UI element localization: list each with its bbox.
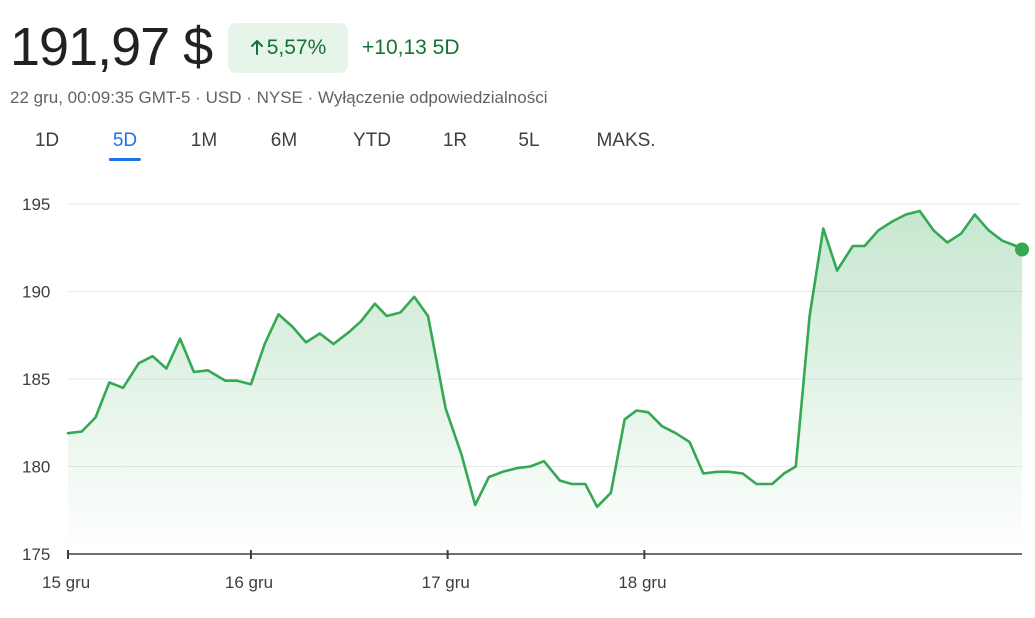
arrow-up-icon bbox=[250, 23, 264, 73]
x-tick-label: 17 gru bbox=[422, 573, 470, 592]
x-tick-label: 15 gru bbox=[42, 573, 90, 592]
percent-change-value: 5,57% bbox=[266, 36, 327, 59]
tab-6m[interactable]: 6M bbox=[270, 130, 298, 151]
y-tick-label: 175 bbox=[22, 545, 50, 564]
stock-price: 191,97 $ bbox=[10, 17, 213, 77]
current-price-dot bbox=[1015, 242, 1029, 257]
x-tick-label: 18 gru bbox=[618, 573, 666, 592]
y-tick-label: 180 bbox=[22, 458, 50, 477]
y-tick-label: 190 bbox=[22, 283, 50, 302]
tab-1m[interactable]: 1M bbox=[190, 130, 218, 151]
tab-5l[interactable]: 5L bbox=[518, 130, 540, 151]
tab-1d[interactable]: 1D bbox=[34, 130, 60, 151]
tab-maks[interactable]: MAKS. bbox=[596, 130, 656, 151]
x-tick-label: 16 gru bbox=[225, 573, 273, 592]
price-area-fill bbox=[68, 211, 1022, 554]
percent-change-badge: 5,57% bbox=[228, 23, 348, 73]
range-tabs: 1D 5D 1M 6M YTD 1R 5L MAKS. bbox=[0, 126, 700, 162]
price-line bbox=[66, 209, 1024, 509]
quote-meta-info: 22 gru, 00:09:35 GMT-5 · USD · NYSE · Wy… bbox=[10, 88, 548, 107]
y-tick-label: 195 bbox=[22, 195, 50, 214]
tab-ytd[interactable]: YTD bbox=[353, 130, 391, 151]
tab-1r[interactable]: 1R bbox=[442, 130, 468, 151]
tab-5d[interactable]: 5D bbox=[108, 126, 142, 161]
y-tick-label: 185 bbox=[22, 370, 50, 389]
absolute-change: +10,13 5D bbox=[362, 36, 460, 59]
